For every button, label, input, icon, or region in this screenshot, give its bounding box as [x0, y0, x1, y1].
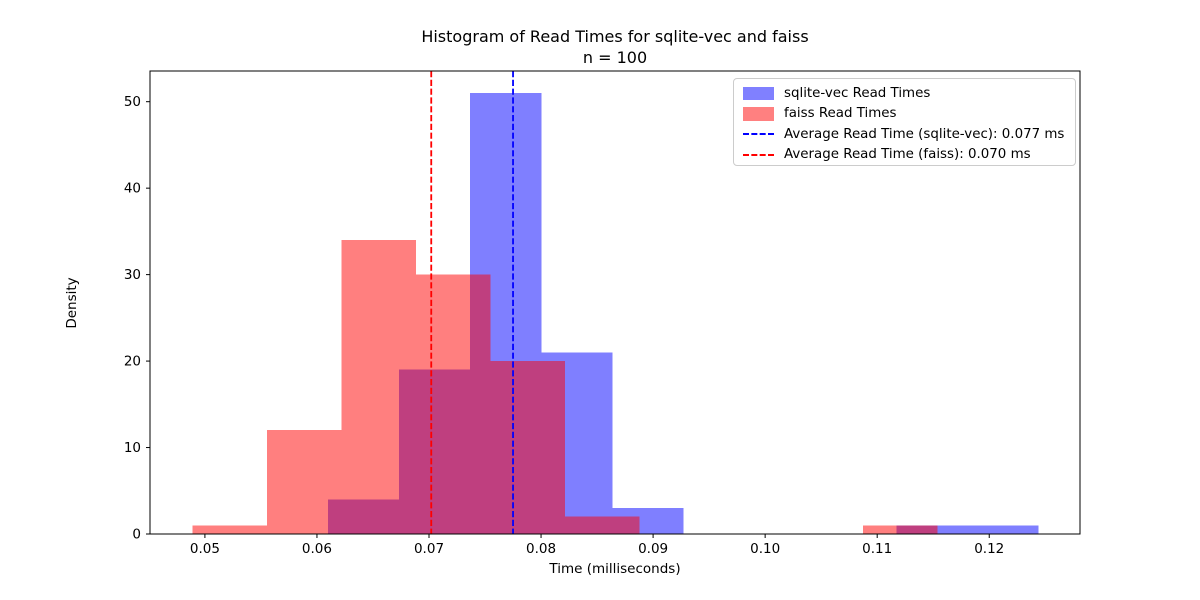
- legend-entry-0: sqlite-vec Read Times: [734, 83, 1075, 104]
- legend-entry-3: Average Read Time (faiss): 0.070 ms: [734, 145, 1075, 166]
- hist-bar-faiss: [341, 240, 417, 535]
- hist-bar-faiss: [863, 525, 938, 534]
- x-axis-label: Time (milliseconds): [549, 561, 681, 577]
- hist-bar-faiss: [192, 525, 268, 534]
- x-tick-label: 0.10: [750, 541, 780, 557]
- x-tick-label: 0.09: [638, 541, 668, 557]
- x-tick-label: 0.05: [190, 541, 220, 557]
- x-tick-label: 0.11: [862, 541, 892, 557]
- x-tick-label: 0.07: [414, 541, 444, 557]
- x-tick-label: 0.08: [526, 541, 556, 557]
- legend-entry-1: faiss Read Times: [734, 104, 1075, 125]
- legend-label: faiss Read Times: [784, 106, 897, 122]
- hist-bar-sqlite-vec: [967, 525, 1039, 534]
- axes-frame: [149, 70, 1081, 535]
- hist-bar-faiss: [490, 361, 566, 534]
- chart-title: Histogram of Read Times for sqlite-vec a…: [421, 27, 809, 46]
- y-axis-label: Density: [64, 277, 80, 329]
- legend-swatch-dashed-line-icon: [743, 153, 774, 156]
- y-tick-label: 0: [132, 527, 141, 543]
- hist-bar-faiss: [416, 274, 491, 534]
- y-tick-label: 40: [124, 181, 141, 197]
- hist-bar-faiss: [565, 516, 640, 534]
- y-tick-label: 10: [124, 440, 141, 456]
- y-tick-label: 20: [124, 354, 141, 370]
- legend-label: Average Read Time (sqlite-vec): 0.077 ms: [784, 126, 1065, 142]
- x-tick-label: 0.12: [974, 541, 1004, 557]
- hist-bar-faiss: [267, 430, 342, 534]
- legend-entry-2: Average Read Time (sqlite-vec): 0.077 ms: [734, 124, 1075, 145]
- chart-subtitle: n = 100: [582, 48, 648, 67]
- legend-swatch-patch-icon: [743, 107, 774, 121]
- legend: sqlite-vec Read Times faiss Read Times Ave…: [733, 78, 1076, 166]
- legend-swatch-patch-icon: [743, 86, 774, 100]
- y-tick-label: 30: [124, 267, 141, 283]
- legend-swatch-dashed-line-icon: [743, 133, 774, 136]
- legend-label: sqlite-vec Read Times: [784, 85, 931, 101]
- x-tick-label: 0.06: [302, 541, 332, 557]
- y-tick-label: 50: [124, 94, 141, 110]
- legend-label: Average Read Time (faiss): 0.070 ms: [784, 147, 1031, 163]
- chart-title-block: Histogram of Read Times for sqlite-vec a…: [150, 26, 1080, 68]
